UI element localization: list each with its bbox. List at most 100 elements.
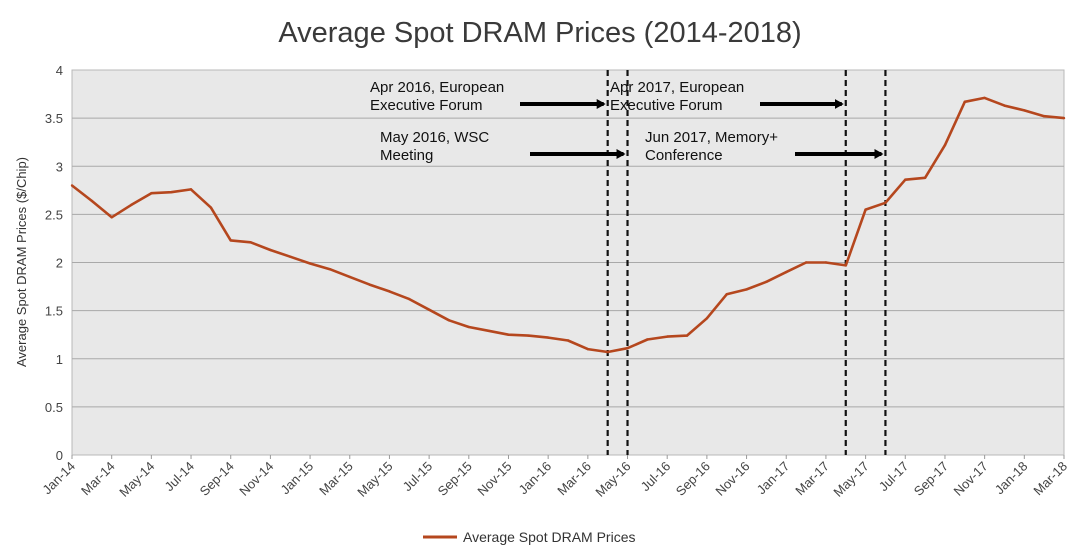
y-tick-label: 0.5 [45, 400, 63, 415]
legend-label: Average Spot DRAM Prices [463, 529, 635, 545]
x-tick-label: Jan-18 [992, 459, 1031, 498]
data-point [229, 239, 232, 242]
data-point [408, 297, 411, 301]
chart-title: Average Spot DRAM Prices (2014-2018) [278, 17, 801, 49]
data-point [884, 201, 887, 205]
data-point [646, 338, 649, 341]
data-point [546, 336, 550, 339]
event-label-line1: Jun 2017, Memory+ [645, 129, 778, 146]
data-point [289, 255, 292, 258]
data-point [368, 283, 371, 286]
data-point [606, 350, 609, 354]
data-point [527, 334, 530, 337]
data-point [1023, 109, 1026, 112]
data-point [765, 280, 768, 283]
data-point [725, 293, 728, 296]
x-tick-label: Mar-18 [1030, 459, 1070, 499]
data-point [904, 178, 907, 181]
data-point [864, 208, 867, 211]
data-point [626, 346, 629, 350]
x-tick-label: Sep-17 [911, 459, 951, 499]
data-point [328, 268, 332, 271]
data-point [745, 288, 748, 291]
y-tick-label: 2.5 [45, 207, 63, 222]
data-point [923, 176, 927, 179]
x-tick-label: Jul-16 [638, 459, 674, 495]
data-point [348, 275, 351, 279]
y-axis-label: Average Spot DRAM Prices ($/Chip) [14, 157, 29, 367]
x-tick-label: Mar-16 [554, 459, 594, 499]
y-tick-label: 1 [56, 352, 63, 367]
data-point [170, 191, 173, 194]
event-label-line1: Apr 2017, European [610, 79, 744, 96]
data-point [507, 333, 510, 336]
data-point [447, 319, 451, 322]
event-label-line1: Apr 2016, European [370, 79, 504, 96]
data-point [666, 335, 669, 338]
data-point [943, 143, 947, 147]
gridlines [72, 117, 1064, 408]
event-label-line2: Meeting [380, 147, 433, 164]
data-point [586, 347, 590, 351]
x-tick-label: Mar-14 [78, 459, 118, 499]
data-point [150, 192, 153, 195]
y-tick-label: 4 [56, 63, 63, 78]
x-tick-label: Nov-14 [236, 459, 276, 499]
x-tick-label: Jul-15 [400, 459, 436, 495]
data-point [70, 184, 74, 187]
y-tick-label: 0 [56, 448, 63, 463]
data-point [705, 317, 709, 320]
x-tick-label: Jan-14 [39, 459, 78, 498]
event-label-line1: May 2016, WSC [380, 129, 489, 146]
data-point [110, 216, 113, 219]
data-point [685, 334, 689, 337]
y-tick-label: 2 [56, 256, 63, 271]
x-tick-label: May-17 [830, 459, 871, 500]
data-point [308, 262, 312, 265]
x-tick-label: Nov-16 [712, 459, 752, 499]
y-axis-ticks: 0 0.5 1 1.5 2 2.5 3 3.5 4 [45, 63, 63, 463]
data-point [427, 308, 431, 311]
y-tick-label: 3 [56, 159, 63, 174]
data-point [90, 199, 94, 203]
event-label-line2: Executive Forum [370, 97, 483, 114]
x-tick-label: Sep-14 [197, 459, 237, 499]
data-point [388, 290, 391, 293]
x-tick-label: Mar-15 [316, 459, 356, 499]
x-tick-label: Sep-15 [435, 459, 475, 499]
data-point [983, 96, 986, 100]
x-tick-label: Jan-15 [277, 459, 316, 498]
data-point [566, 339, 570, 342]
data-point [844, 264, 847, 267]
data-point [209, 206, 213, 209]
x-tick-label: Jul-14 [162, 459, 198, 495]
data-point [1062, 116, 1066, 120]
x-tick-label: May-14 [116, 459, 157, 500]
x-tick-label: Jan-17 [754, 459, 793, 498]
series-layer [70, 96, 1066, 354]
event-label-line2: Conference [645, 147, 723, 164]
data-point [824, 261, 828, 264]
x-tick-label: May-16 [592, 459, 633, 500]
data-point [785, 270, 788, 274]
data-point [189, 188, 193, 191]
x-tick-label: Nov-15 [474, 459, 514, 499]
data-point [487, 329, 490, 333]
data-point [804, 261, 808, 264]
x-tick-label: May-15 [354, 459, 395, 500]
data-point [269, 248, 272, 252]
x-tick-label: Mar-17 [792, 459, 832, 499]
y-tick-label: 3.5 [45, 111, 63, 126]
data-point [467, 325, 470, 329]
event-label-line2: Executive Forum [610, 97, 723, 114]
data-point [1003, 104, 1006, 107]
data-point [249, 241, 252, 244]
y-tick-label: 1.5 [45, 304, 63, 319]
x-tick-label: Sep-16 [673, 459, 713, 499]
data-point [130, 203, 133, 206]
data-point [1042, 115, 1046, 118]
